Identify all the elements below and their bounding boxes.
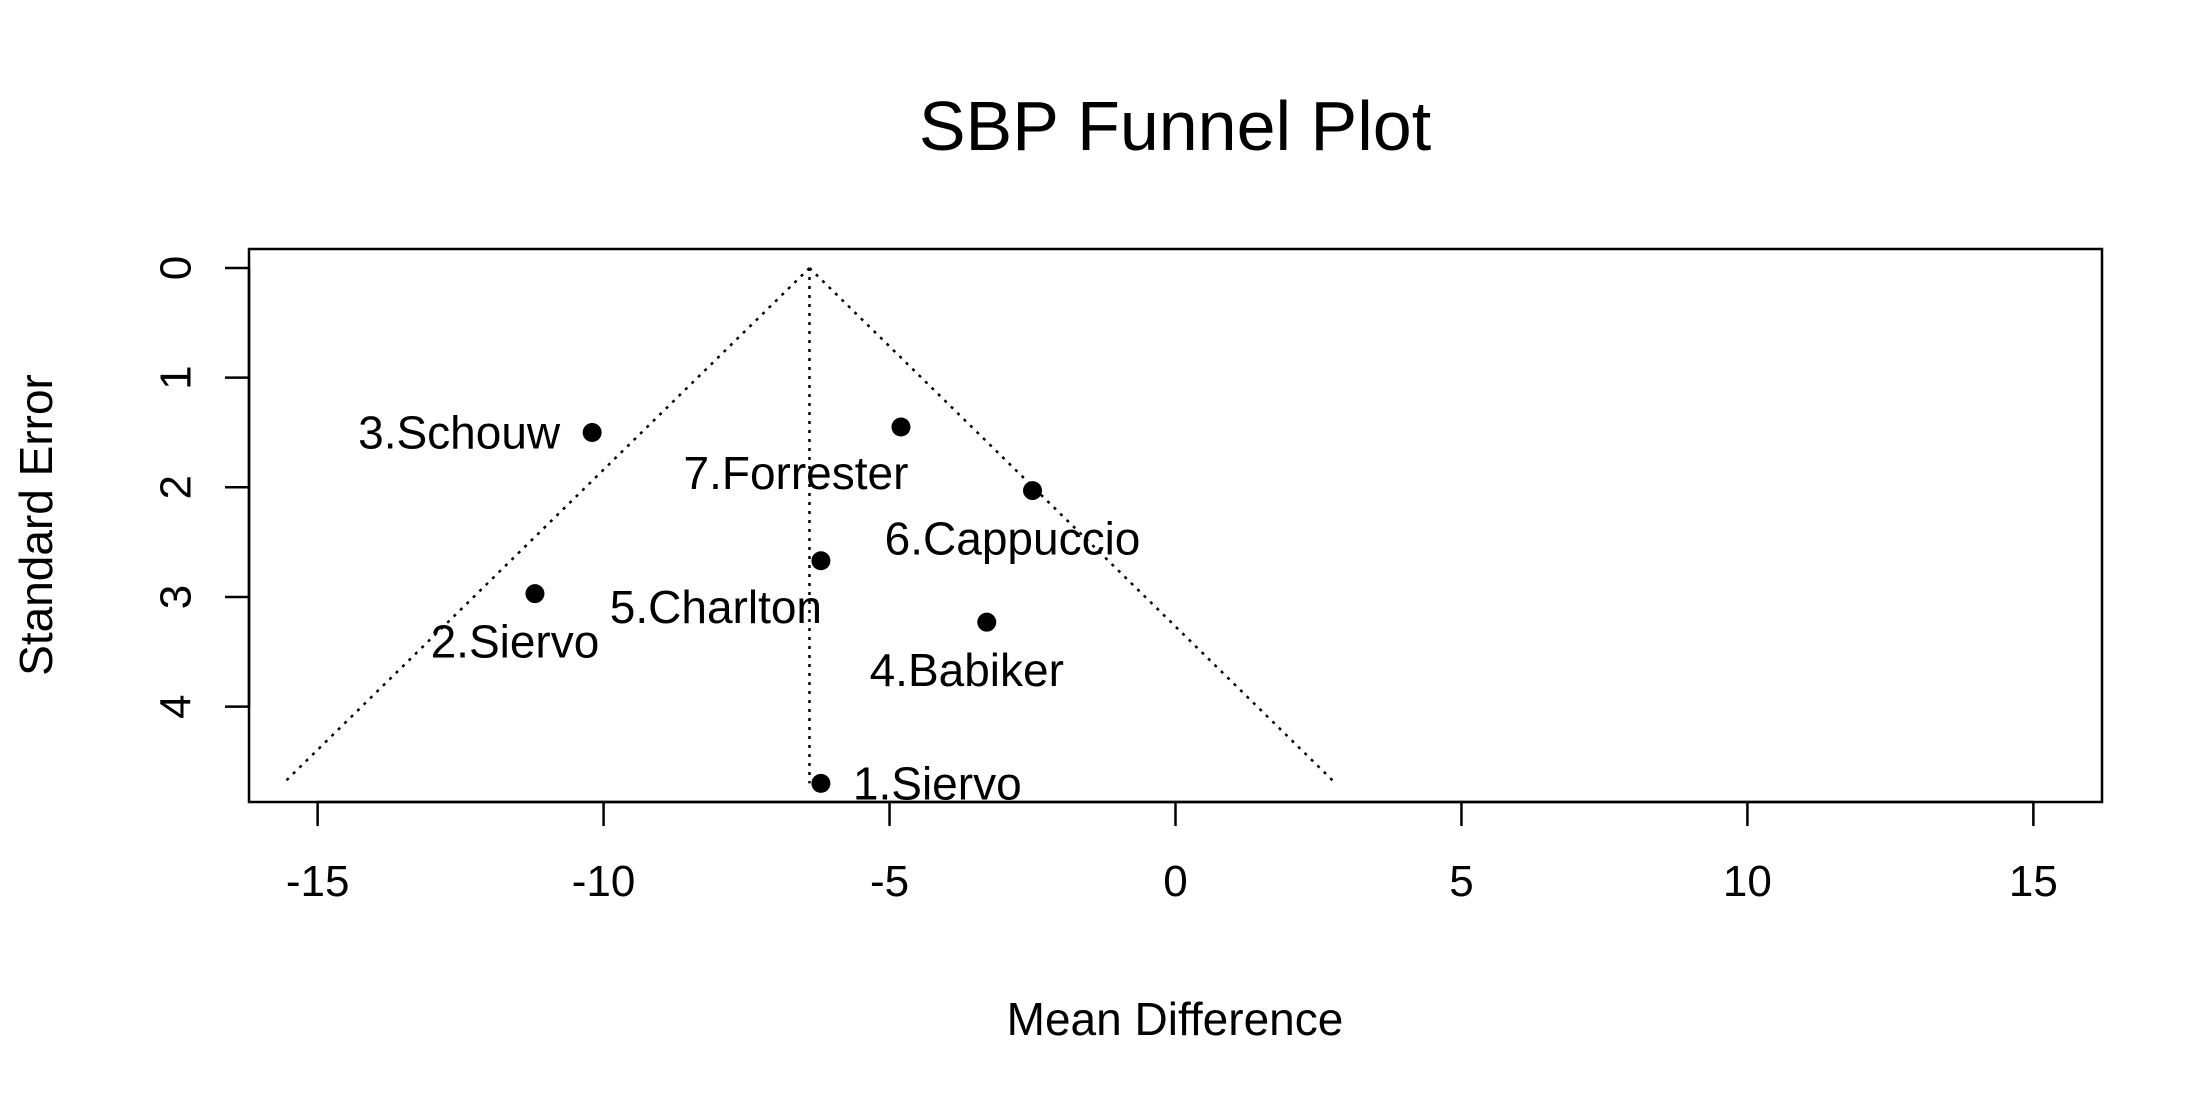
chart-title: SBP Funnel Plot: [919, 87, 1431, 165]
point-label: 2.Siervo: [431, 616, 600, 668]
funnel-lines: [282, 267, 1337, 785]
x-axis: -15 -10 -5 0 5 10 15: [286, 800, 2058, 906]
data-point: [811, 551, 831, 571]
point-label: 3.Schouw: [358, 406, 561, 458]
data-point: [811, 773, 831, 793]
data-point: [1023, 481, 1043, 501]
data-point: [582, 422, 602, 442]
data-points: 1.Siervo 2.Siervo 3.Schouw 4.Babiker 5.Charl…: [358, 406, 1140, 809]
y-tick-label: 3: [152, 585, 201, 609]
data-point: [525, 584, 545, 604]
x-tick-label: 15: [2009, 857, 2058, 906]
x-axis-label: Mean Difference: [1007, 993, 1344, 1045]
y-tick-label: 0: [152, 256, 201, 280]
y-axis: 0 1 2 3 4: [152, 256, 251, 719]
y-axis-label: Standard Error: [10, 374, 62, 676]
funnel-right-line: [808, 267, 1337, 785]
plot-frame: [247, 247, 2104, 804]
point-label: 5.Charlton: [610, 581, 822, 633]
x-tick-label: -15: [286, 857, 350, 906]
y-tick-label: 4: [152, 694, 201, 718]
funnel-left-line: [282, 267, 811, 785]
x-tick-label: 0: [1163, 857, 1187, 906]
x-tick-label: -5: [870, 857, 909, 906]
y-tick-label: 2: [152, 475, 201, 499]
x-tick-label: -10: [572, 857, 636, 906]
point-label: 7.Forrester: [684, 447, 909, 499]
point-label: 6.Cappuccio: [885, 513, 1141, 565]
point-label: 4.Babiker: [870, 644, 1064, 696]
data-point: [977, 612, 997, 632]
point-label: 1.Siervo: [853, 757, 1022, 809]
y-tick-label: 1: [152, 365, 201, 389]
x-tick-label: 5: [1449, 857, 1473, 906]
x-tick-label: 10: [1723, 857, 1772, 906]
data-point: [891, 417, 911, 437]
